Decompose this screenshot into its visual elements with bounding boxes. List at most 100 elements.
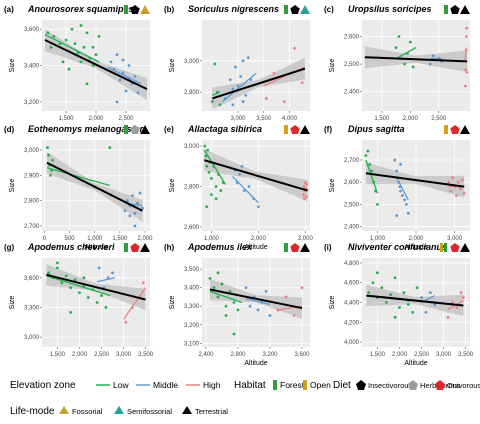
data-point-low <box>64 38 68 42</box>
panel-label: (a) <box>4 5 14 14</box>
fit-line-middle <box>107 66 142 85</box>
x-axis-label: Altitude <box>244 360 267 367</box>
data-point-high <box>451 176 455 180</box>
data-point-low <box>209 177 213 180</box>
data-point-low <box>214 185 218 188</box>
x-tick-label: 2,800 <box>230 352 246 358</box>
data-point-low <box>61 60 65 64</box>
data-point-middle <box>393 158 397 162</box>
panel-title: Apodemus ilex <box>187 242 253 252</box>
data-point-high <box>464 84 467 88</box>
terrestrial-triangle-icon <box>460 125 470 134</box>
forest-icon <box>273 380 277 390</box>
y-tick-label: 4,400 <box>344 301 360 307</box>
fit-line-middle <box>222 72 257 103</box>
y-axis-label: Size <box>169 296 176 310</box>
fit-line-overall <box>44 39 148 91</box>
x-tick-label: 3,600 <box>294 352 310 358</box>
data-point-high <box>302 185 306 188</box>
data-point-high <box>461 296 465 299</box>
data-point-low <box>364 154 368 157</box>
open-icon <box>444 125 448 134</box>
y-tick-label: 3,300 <box>24 305 40 311</box>
fit-line-low <box>209 290 243 304</box>
data-point-low <box>82 276 86 280</box>
data-point-low <box>208 276 212 280</box>
y-tick-label: 3,000 <box>24 335 40 341</box>
insectivorous-icon <box>130 5 140 14</box>
data-point-middle <box>127 64 131 67</box>
data-point-low <box>393 276 397 280</box>
data-point-middle <box>433 303 437 306</box>
data-point-middle <box>136 201 139 205</box>
data-point-middle <box>428 291 432 295</box>
data-point-high <box>300 286 304 290</box>
y-tick-label: 2,900 <box>184 90 200 96</box>
data-point-high <box>304 195 308 199</box>
terrestrial-triangle-icon <box>460 5 470 14</box>
data-point-middle <box>231 87 235 91</box>
x-tick-label: 2,400 <box>198 352 214 358</box>
fit-line-overall <box>364 56 468 63</box>
data-point-middle <box>115 53 119 56</box>
data-point-middle <box>131 194 134 198</box>
y-tick-label: 3,200 <box>24 100 40 106</box>
data-point-low <box>394 46 398 49</box>
fit-line-middle <box>396 177 409 201</box>
x-tick-label: 2,000 <box>251 236 267 242</box>
fossorial-triangle-icon <box>140 5 150 14</box>
panel-label: (e) <box>164 125 174 134</box>
fit-line-overall <box>211 67 306 100</box>
data-point-middle <box>403 198 406 202</box>
y-tick-label: 2,800 <box>184 185 200 191</box>
panel-title: Soriculus nigrescens <box>188 4 279 14</box>
fit-line-high <box>464 47 468 62</box>
fit-line-overall <box>204 159 308 192</box>
fit-line-low <box>44 33 100 63</box>
x-tick-label: 1,500 <box>112 236 128 242</box>
data-point-low <box>411 65 415 69</box>
data-point-low <box>49 45 53 49</box>
data-point-middle <box>141 206 144 210</box>
panel-title: Niviventer confucianus <box>348 242 447 252</box>
legend-middle-label: Middle <box>153 380 178 390</box>
x-tick-label: 3,000 <box>447 236 463 242</box>
insectivorous-icon <box>290 5 300 14</box>
data-point-low <box>213 62 217 66</box>
fit-line-middle <box>96 277 115 283</box>
legend-low-label: Low <box>113 380 129 390</box>
data-point-middle <box>420 296 423 299</box>
y-tick-label: 3,000 <box>184 144 200 150</box>
y-tick-label: 3,100 <box>184 341 200 347</box>
omnivorous-icon <box>450 243 460 252</box>
legend-open-label: Open <box>310 380 331 390</box>
omnivorous-icon <box>290 125 300 134</box>
data-point-low <box>216 271 220 275</box>
data-point-low <box>393 315 397 319</box>
x-axis-label: Altitude <box>244 244 267 251</box>
panel-title: Allactaga sibirica <box>187 124 262 134</box>
data-point-low <box>389 293 393 296</box>
data-point-high <box>292 314 296 317</box>
data-point-low <box>46 31 50 35</box>
x-tick-label: 2,500 <box>431 116 447 122</box>
data-point-low <box>402 291 406 295</box>
y-tick-label: 3,200 <box>184 323 200 329</box>
panel-b: 3,000 3,500 4,000 2,900 3,000 Size (b) Soriculu… <box>164 4 310 122</box>
open-icon <box>440 243 443 252</box>
legend-diet-title: Diet <box>333 380 351 391</box>
legend-omnivorous-label: Onivorous <box>447 381 480 390</box>
data-point-low <box>52 34 56 38</box>
data-point-high <box>458 187 462 191</box>
legend-terrestrial-label: Terrestrial <box>195 407 228 416</box>
y-tick-label: 2,600 <box>344 35 360 41</box>
data-point-low <box>209 193 213 197</box>
data-point-low <box>79 24 83 27</box>
panel-title: Uropsilus soricipes <box>348 4 432 14</box>
data-point-middle <box>244 286 248 290</box>
data-point-high <box>447 180 451 184</box>
data-point-middle <box>133 75 137 78</box>
legend-semifossorial-label: Semifossorial <box>127 407 172 416</box>
panel-e: 1,000 2,000 3,000 2,600 2,800 3,000 Size Altitu… <box>164 124 313 251</box>
omnivorous-icon <box>290 243 300 252</box>
